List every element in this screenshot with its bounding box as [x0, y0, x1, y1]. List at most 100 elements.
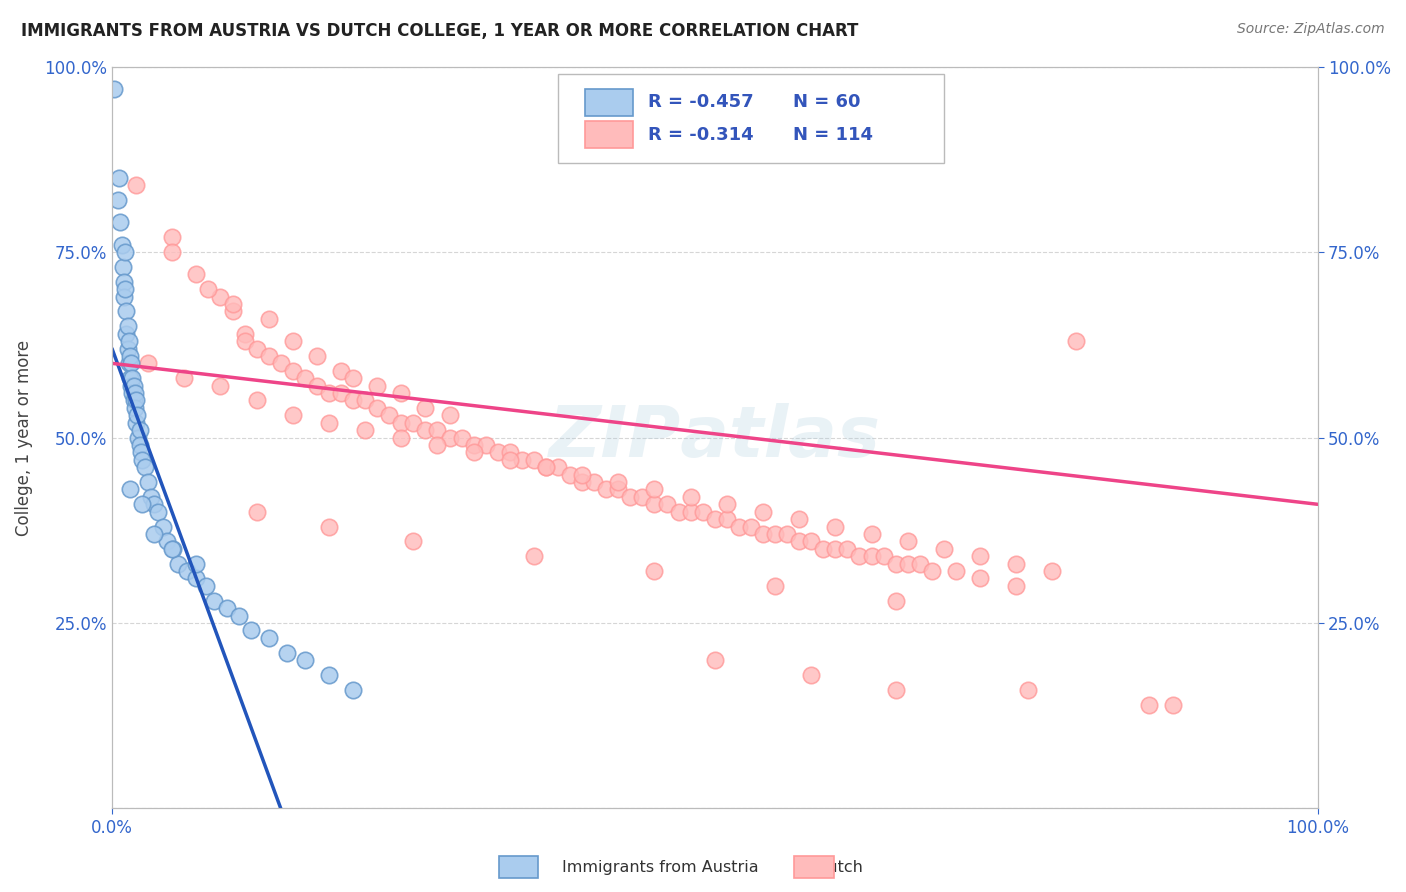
- Point: [120, 371, 142, 385]
- Point: [143, 497, 166, 511]
- Point: [776, 527, 799, 541]
- Point: [121, 386, 143, 401]
- Point: [945, 564, 967, 578]
- Point: [197, 282, 219, 296]
- Point: [547, 460, 569, 475]
- FancyBboxPatch shape: [585, 121, 633, 148]
- Point: [644, 497, 666, 511]
- Point: [884, 557, 907, 571]
- Point: [752, 505, 775, 519]
- Point: [228, 608, 250, 623]
- Point: [389, 430, 412, 444]
- Point: [415, 423, 437, 437]
- Point: [474, 438, 496, 452]
- Point: [655, 497, 678, 511]
- Point: [162, 230, 184, 244]
- Point: [534, 460, 557, 475]
- Point: [969, 549, 991, 564]
- Point: [679, 505, 702, 519]
- Point: [125, 393, 148, 408]
- Point: [523, 452, 546, 467]
- Point: [1066, 334, 1088, 348]
- Point: [969, 572, 991, 586]
- Point: [215, 601, 238, 615]
- Point: [246, 393, 269, 408]
- Point: [146, 505, 169, 519]
- Point: [813, 541, 835, 556]
- Point: [112, 275, 135, 289]
- Point: [389, 386, 412, 401]
- Point: [884, 682, 907, 697]
- Point: [631, 490, 654, 504]
- Point: [499, 445, 522, 459]
- Point: [118, 334, 141, 348]
- Point: [740, 519, 762, 533]
- Point: [897, 557, 920, 571]
- Point: [162, 245, 184, 260]
- Text: Dutch: Dutch: [815, 860, 863, 874]
- Point: [143, 527, 166, 541]
- Point: [128, 423, 150, 437]
- Point: [103, 82, 125, 96]
- Point: [246, 505, 269, 519]
- Point: [366, 378, 388, 392]
- Point: [342, 393, 364, 408]
- Point: [1017, 682, 1039, 697]
- Point: [318, 416, 340, 430]
- Point: [389, 416, 412, 430]
- Point: [463, 438, 485, 452]
- Point: [246, 342, 269, 356]
- Point: [378, 409, 401, 423]
- FancyBboxPatch shape: [585, 89, 633, 116]
- Point: [763, 579, 786, 593]
- Point: [294, 371, 316, 385]
- Point: [342, 682, 364, 697]
- Point: [787, 534, 810, 549]
- Point: [426, 438, 449, 452]
- Point: [115, 304, 138, 318]
- Point: [270, 356, 292, 370]
- Point: [571, 467, 593, 482]
- Point: [186, 268, 208, 282]
- Point: [239, 624, 262, 638]
- Point: [186, 572, 208, 586]
- Point: [276, 646, 298, 660]
- Point: [110, 215, 132, 229]
- Point: [763, 527, 786, 541]
- Point: [257, 631, 280, 645]
- Point: [120, 356, 142, 370]
- Point: [114, 245, 136, 260]
- Point: [499, 452, 522, 467]
- Point: [703, 653, 725, 667]
- Point: [439, 409, 461, 423]
- Point: [800, 534, 823, 549]
- Point: [426, 423, 449, 437]
- Point: [120, 349, 142, 363]
- Text: Immigrants from Austria: Immigrants from Austria: [562, 860, 759, 874]
- Point: [167, 557, 190, 571]
- Point: [209, 378, 232, 392]
- Point: [131, 497, 153, 511]
- Point: [128, 430, 150, 444]
- Point: [281, 409, 304, 423]
- Point: [534, 460, 557, 475]
- Y-axis label: College, 1 year or more: College, 1 year or more: [15, 340, 32, 535]
- Text: ZIP​atlas: ZIP​atlas: [548, 403, 880, 472]
- Point: [330, 386, 353, 401]
- Point: [860, 549, 883, 564]
- Point: [450, 430, 472, 444]
- Point: [128, 438, 150, 452]
- FancyBboxPatch shape: [558, 74, 943, 163]
- Point: [523, 549, 546, 564]
- Point: [124, 386, 146, 401]
- Point: [318, 386, 340, 401]
- Point: [112, 289, 135, 303]
- Point: [122, 393, 145, 408]
- Point: [1040, 564, 1063, 578]
- Point: [125, 178, 148, 193]
- Point: [305, 378, 328, 392]
- Point: [136, 356, 159, 370]
- Point: [800, 668, 823, 682]
- Point: [124, 401, 146, 415]
- Point: [318, 668, 340, 682]
